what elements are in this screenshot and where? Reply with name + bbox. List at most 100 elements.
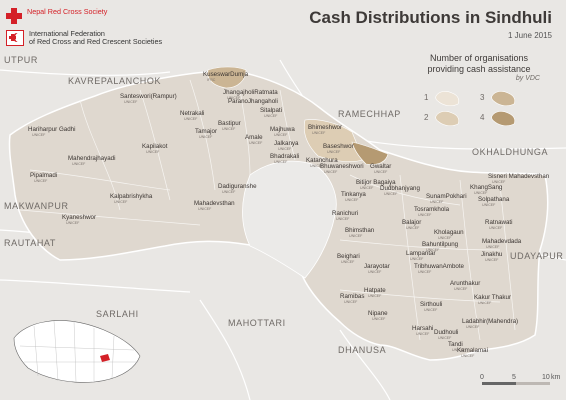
- vdc-org-label: UNICEF: [368, 294, 382, 298]
- vdc-label: Arunthakur: [450, 280, 480, 287]
- vdc-label: SunamPokhari: [426, 193, 467, 200]
- vdc-label: Beighari: [337, 253, 360, 260]
- legend-subtitle: by VDC: [515, 75, 540, 82]
- red-cross-icon: [6, 8, 22, 24]
- vdc-labels: KuseswarDumjaIFRCJhangajholiRatmataUNICE…: [28, 71, 550, 358]
- vdc-org-label: UNICEF: [492, 180, 506, 184]
- vdc-label: Mahadevdada: [482, 238, 522, 245]
- vdc-org-label: UNICEF: [360, 186, 374, 190]
- vdc-org-label: UNICEF: [146, 150, 160, 154]
- vdc-org-label: UNICEF: [482, 203, 496, 207]
- vdc-org-label: UNICEF: [274, 133, 288, 137]
- vdc-org-label: UNICEF: [336, 217, 350, 221]
- vdc-label: Nipane: [368, 310, 388, 317]
- neighbour-label: MAKWANPUR: [4, 201, 69, 211]
- vdc-org-label: UNICEF: [424, 308, 438, 312]
- vdc-label: Bhadrakali: [270, 153, 299, 160]
- vdc-org-label: UNICEF: [474, 191, 488, 195]
- vdc-org-label: UNICEF: [341, 260, 355, 264]
- vdc-label: Santeswori(Rampur): [120, 93, 177, 100]
- legend: Number of organisations providing cash a…: [404, 53, 554, 137]
- vdc-label: Kakur Thakur: [474, 294, 511, 301]
- scale-unit: km: [551, 374, 560, 381]
- vdc-org-label: UNICEF: [198, 207, 212, 211]
- vdc-label: ParanoJhangaholi: [228, 98, 278, 105]
- neighbour-label: SARLAHI: [96, 309, 139, 319]
- neighbour-label: UTPUR: [4, 55, 38, 65]
- vdc-org-label: UNICEF: [406, 226, 420, 230]
- vdc-org-label: UNICEF: [34, 179, 48, 183]
- legend-class-label: 4: [480, 113, 485, 122]
- vdc-org-label: UNICEF: [345, 198, 359, 202]
- vdc-org-label: UNICEF: [124, 100, 138, 104]
- vdc-org-label: IFRC: [207, 78, 216, 82]
- vdc-org-label: UNICEF: [454, 287, 468, 291]
- organisation-logos: Nepal Red Cross Society International Fe…: [6, 8, 162, 52]
- vdc-label: Katanchura: [306, 157, 338, 164]
- vdc-label: TribhuwanAmbote: [414, 263, 465, 270]
- vdc-org-label: UNICEF: [368, 270, 382, 274]
- vdc-label: Amale: [245, 134, 263, 141]
- vdc-org-label: UNICEF: [489, 226, 503, 230]
- vdc-label: Bastipur: [218, 120, 241, 127]
- vdc-org-label: UNICEF: [452, 348, 466, 352]
- vdc-label: Solpathana: [478, 196, 510, 203]
- ifrc-logo: International Federation of Red Cross an…: [6, 30, 162, 46]
- vdc-org-label: UNICEF: [438, 236, 452, 240]
- vdc-org-label: UNICEF: [312, 131, 326, 135]
- vdc-org-label: UNICEF: [32, 133, 46, 137]
- vdc-label: Tinkanya: [341, 191, 366, 198]
- vdc-label: Dudhouli: [434, 329, 458, 336]
- legend-class-label: 3: [480, 93, 485, 102]
- vdc-org-label: UNICEF: [426, 248, 440, 252]
- vdc-label: Gwaltar: [370, 163, 391, 170]
- vdc-org-label: UNICEF: [372, 317, 386, 321]
- map-date: 1 June 2015: [507, 31, 552, 40]
- vdc-label: Kalpabrishykha: [110, 193, 153, 200]
- neighbour-labels: UTPUR KAVREPALANCHOK RAMECHHAP OKHALDHUN…: [4, 55, 563, 355]
- scale-tick: 0: [480, 374, 484, 381]
- vdc-label: Majhuwa: [270, 126, 295, 133]
- legend-class-label: 1: [424, 93, 429, 102]
- neighbour-label: MAHOTTARI: [228, 318, 286, 328]
- vdc-label: Kamalamai: [457, 347, 488, 354]
- vdc-label: Kyaneshwor: [62, 214, 96, 221]
- vdc-org-label: UNICEF: [184, 117, 198, 121]
- area-kamalamai[interactable]: [242, 160, 337, 279]
- vdc-label: Dudbhanjyang: [380, 185, 420, 192]
- vdc-label: Bhimsthan: [345, 227, 375, 234]
- vdc-label: Mahendrajhayadi: [68, 155, 115, 162]
- vdc-label: Sisneri Mahadevsthan: [488, 173, 550, 180]
- vdc-label: Mahadevsthan: [194, 200, 235, 207]
- vdc-org-label: UNICEF: [222, 190, 236, 194]
- vdc-org-label: UNICEF: [418, 270, 432, 274]
- legend-class-3-area[interactable]: [207, 66, 247, 89]
- vdc-org-label: UNICEF: [416, 332, 430, 336]
- legend-class-4-area[interactable]: [351, 141, 389, 165]
- vdc-label: KhangSang: [470, 184, 503, 191]
- vdc-org-label: UNICEF: [66, 221, 80, 225]
- vdc-label: Tamajor: [195, 128, 217, 135]
- vdc-org-label: UNICEF: [72, 162, 86, 166]
- vdc-label: Bahuntilpung: [422, 241, 459, 248]
- vdc-org-label: UNICEF: [374, 170, 388, 174]
- scale-tick: 10: [542, 374, 550, 381]
- vdc-boundaries: [19, 79, 516, 341]
- legend-title: Number of organisations providing cash a…: [427, 53, 531, 74]
- vdc-org-label: UNICEF: [114, 200, 128, 204]
- vdc-label: Hariharpur Gadhi: [28, 126, 75, 133]
- vdc-label: Bhimeshwor: [308, 124, 342, 131]
- vdc-org-label: UNICEF: [222, 127, 236, 131]
- legend-swatch: [435, 111, 460, 127]
- map-title: Cash Distributions in Sindhuli: [309, 8, 552, 27]
- vdc-label: JhangajholiRatmata: [223, 89, 278, 96]
- vdc-label: Balajor: [402, 219, 421, 226]
- vdc-org-label: UNICEF: [438, 336, 452, 340]
- vdc-org-label: UNICEF: [349, 234, 363, 238]
- vdc-org-label: UNICEF: [274, 160, 288, 164]
- neighbour-label: UDAYAPUR: [510, 251, 563, 261]
- vdc-org-label: UNICEF: [249, 141, 263, 145]
- neighbour-label: RAMECHHAP: [338, 109, 401, 119]
